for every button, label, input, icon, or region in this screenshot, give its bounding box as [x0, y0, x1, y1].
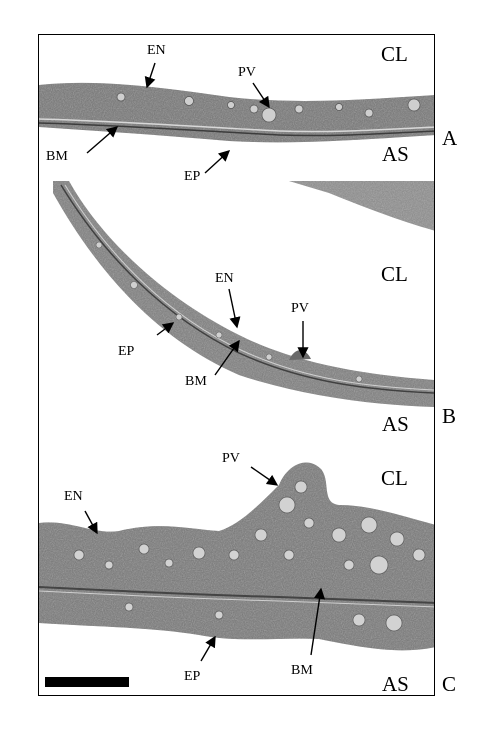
label-pv-b: PV [291, 301, 309, 316]
label-en-b: EN [215, 271, 234, 286]
label-as-b: AS [382, 412, 409, 436]
label-cl-b: CL [381, 262, 408, 286]
label-pv-a: PV [238, 65, 256, 80]
panel-letter-b: B [442, 404, 457, 428]
micrograph-canvas [39, 62, 434, 687]
label-ep-b: EP [118, 344, 135, 359]
panel-c-tissue [39, 462, 434, 651]
panel-a-tissue [39, 82, 434, 143]
label-cl-a: CL [381, 42, 408, 66]
label-ep-a: EP [184, 169, 201, 184]
panel-letter-a: A [442, 126, 458, 150]
label-bm-b: BM [185, 374, 207, 389]
label-en-a: EN [147, 43, 166, 58]
label-pv-c: PV [222, 451, 240, 466]
label-cl-c: CL [381, 466, 408, 490]
pointer-arrows [84, 62, 326, 662]
label-ep-c: EP [184, 669, 201, 684]
scale-bar [45, 677, 129, 687]
tissue-fragment [289, 181, 434, 231]
label-bm-c: BM [291, 663, 313, 678]
micrograph-frame [38, 34, 435, 696]
label-as-c: AS [382, 672, 409, 696]
panel-letter-c: C [442, 672, 457, 696]
label-bm-a: BM [46, 149, 68, 164]
label-as-a: AS [382, 142, 409, 166]
panel-b-tissue [53, 181, 434, 407]
label-en-c: EN [64, 489, 83, 504]
